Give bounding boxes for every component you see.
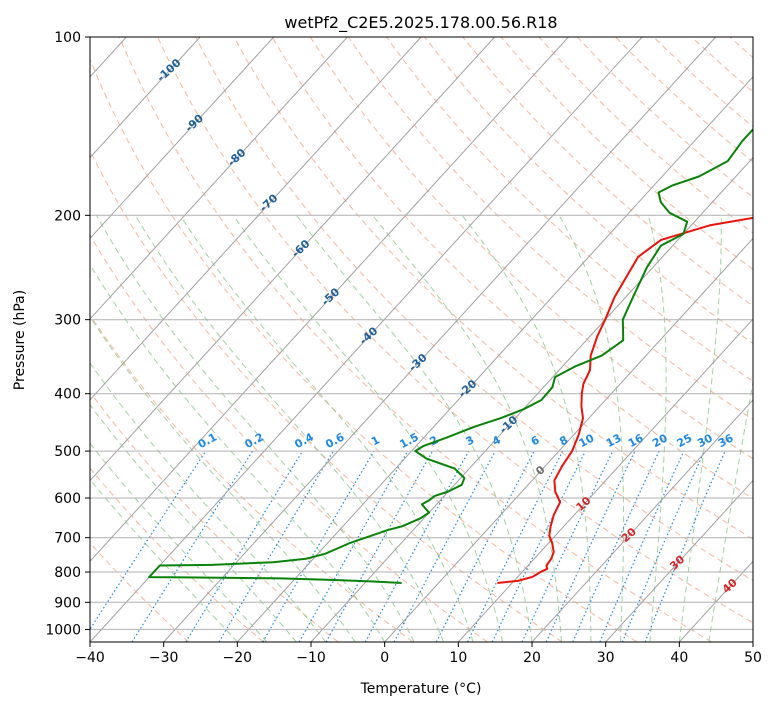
mixing-ratio-label: 36 — [716, 431, 736, 450]
mixing-ratio-line — [572, 450, 660, 642]
moist-adiabat-line — [708, 379, 753, 642]
dry-adiabat-line — [90, 542, 190, 642]
moist-adiabat-line — [90, 442, 268, 642]
isotherm-line — [90, 37, 496, 482]
y-axis-label: Pressure (hPa) — [12, 290, 28, 390]
y-tick-label: 1000 — [45, 622, 81, 638]
dry-adiabat-line — [157, 37, 753, 624]
mixing-ratio-line — [364, 450, 470, 642]
moist-adiabat-line — [461, 214, 592, 642]
dry-adiabat-line — [118, 37, 712, 642]
y-tick-label: 500 — [54, 444, 81, 460]
mixing-ratio-line — [393, 450, 496, 642]
x-tick-label: −20 — [223, 650, 253, 666]
dry-adiabat-line — [386, 37, 753, 382]
x-axis-ticks: −40 −30 −20 −10 0 10 20 30 40 50 — [75, 642, 762, 666]
isotherm-line — [90, 37, 201, 159]
isotherm-line — [90, 37, 569, 562]
plot-area — [90, 37, 753, 642]
profile-lines — [148, 127, 753, 584]
dry-adiabat-line — [271, 37, 753, 500]
mixing-ratio-label: 25 — [675, 431, 695, 450]
mixing-ratio-label: 13 — [604, 431, 624, 450]
dry-adiabat-line — [90, 58, 638, 642]
x-tick-label: 50 — [744, 650, 762, 666]
moist-adiabat-line — [90, 478, 238, 642]
mixing-ratio-line — [90, 450, 207, 631]
isotherm-line — [90, 37, 275, 240]
dry-adiabat-line — [347, 37, 753, 421]
dry-adiabat-line — [90, 467, 264, 642]
moist-adiabat-line — [558, 215, 625, 642]
isotherm-line — [531, 399, 753, 642]
isotherm-line — [384, 237, 753, 642]
moist-adiabat-line — [647, 215, 667, 642]
y-tick-label: 100 — [54, 30, 81, 46]
moist-adiabat-line — [134, 215, 445, 642]
mixing-ratio-line — [325, 450, 434, 642]
moist-adiabat-line — [372, 214, 562, 642]
x-tick-label: 20 — [523, 650, 541, 666]
x-axis-label: Temperature (°C) — [360, 681, 482, 697]
x-tick-label: 40 — [670, 650, 688, 666]
background-lines — [90, 37, 753, 642]
dry-adiabat-line — [195, 37, 753, 582]
moist-adiabat-line — [96, 215, 415, 642]
isotherm-line — [605, 479, 753, 642]
mixing-ratio-label: 30 — [695, 431, 715, 450]
y-tick-label: 800 — [54, 565, 81, 581]
mixing-ratio-line — [131, 450, 254, 642]
dry-adiabat-line — [90, 234, 488, 642]
y-tick-label: 600 — [54, 491, 81, 507]
y-tick-label: 300 — [54, 313, 81, 329]
isotherm-line — [310, 156, 753, 642]
mixing-ratio-label: 16 — [626, 431, 646, 450]
y-tick-label: 700 — [54, 531, 81, 547]
chart-title: wetPf2_C2E5.2025.178.00.56.R18 — [284, 13, 557, 33]
isotherm-line — [90, 37, 348, 320]
mixing-ratio-line — [466, 450, 564, 642]
y-axis-ticks: 100 200 300 400 500 600 700 800 900 1000 — [45, 30, 90, 638]
mixing-ratio-label: 10 — [577, 431, 597, 450]
temperature-profile-line — [497, 216, 753, 584]
moist-adiabat-line — [90, 263, 386, 642]
dry-adiabat-line — [90, 149, 563, 642]
plot-frame — [89, 36, 754, 643]
moist-adiabat-line — [90, 315, 356, 642]
dewpoint-profile-line — [148, 127, 753, 584]
x-tick-label: 0 — [380, 650, 389, 666]
isotherm-line — [163, 37, 717, 642]
pressure-gridlines — [90, 37, 753, 630]
mixing-ratio-label: 20 — [650, 431, 670, 450]
isotherm-line — [236, 76, 753, 642]
mixing-ratio-line — [621, 450, 705, 642]
x-tick-label: 30 — [597, 650, 615, 666]
dry-adiabat-line — [309, 37, 753, 460]
y-tick-label: 400 — [54, 387, 81, 403]
moist-adiabat-line — [232, 215, 503, 642]
isotherm-line — [90, 37, 422, 401]
mixing-ratio-labels: 0.1 0.2 0.4 0.6 1 1.5 2 3 4 6 8 10 13 16 20 25 30 36 — [196, 430, 736, 451]
mixing-ratio-line — [185, 450, 304, 642]
y-tick-label: 200 — [54, 208, 81, 224]
x-tick-label: −40 — [75, 650, 105, 666]
isotherm-line — [457, 318, 753, 642]
isotherm-line — [90, 37, 643, 642]
moist-adiabat-line — [678, 215, 722, 642]
x-tick-label: 10 — [449, 650, 467, 666]
x-tick-label: −10 — [296, 650, 326, 666]
x-tick-label: −30 — [149, 650, 179, 666]
mixing-ratio-line — [599, 450, 685, 642]
y-tick-label: 900 — [54, 595, 81, 611]
